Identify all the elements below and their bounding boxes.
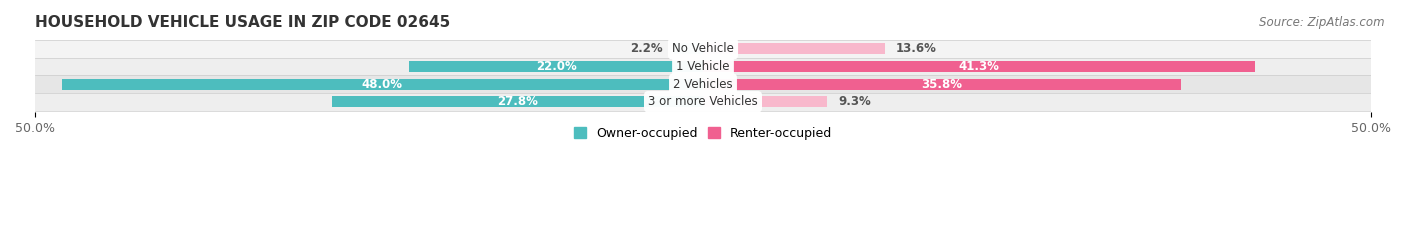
Bar	[703, 61, 1254, 72]
Text: Source: ZipAtlas.com: Source: ZipAtlas.com	[1260, 16, 1385, 29]
Bar	[35, 58, 1371, 75]
Bar	[35, 40, 1371, 58]
Text: 2.2%: 2.2%	[630, 42, 662, 55]
Text: 22.0%: 22.0%	[536, 60, 576, 73]
Text: 2 Vehicles: 2 Vehicles	[673, 78, 733, 91]
Text: HOUSEHOLD VEHICLE USAGE IN ZIP CODE 02645: HOUSEHOLD VEHICLE USAGE IN ZIP CODE 0264…	[35, 15, 450, 30]
Bar	[703, 96, 827, 107]
Text: 35.8%: 35.8%	[922, 78, 963, 91]
Bar	[35, 75, 1371, 93]
Bar	[62, 79, 703, 89]
Text: 3 or more Vehicles: 3 or more Vehicles	[648, 95, 758, 108]
Text: 48.0%: 48.0%	[361, 78, 404, 91]
Bar	[703, 43, 884, 54]
Text: 13.6%: 13.6%	[896, 42, 936, 55]
Bar	[703, 79, 1181, 89]
Text: 41.3%: 41.3%	[959, 60, 1000, 73]
Bar	[409, 61, 703, 72]
Text: 27.8%: 27.8%	[496, 95, 537, 108]
Text: 9.3%: 9.3%	[838, 95, 870, 108]
Legend: Owner-occupied, Renter-occupied: Owner-occupied, Renter-occupied	[568, 122, 838, 145]
Bar	[673, 43, 703, 54]
Text: No Vehicle: No Vehicle	[672, 42, 734, 55]
Bar	[35, 93, 1371, 110]
Text: 1 Vehicle: 1 Vehicle	[676, 60, 730, 73]
Bar	[332, 96, 703, 107]
